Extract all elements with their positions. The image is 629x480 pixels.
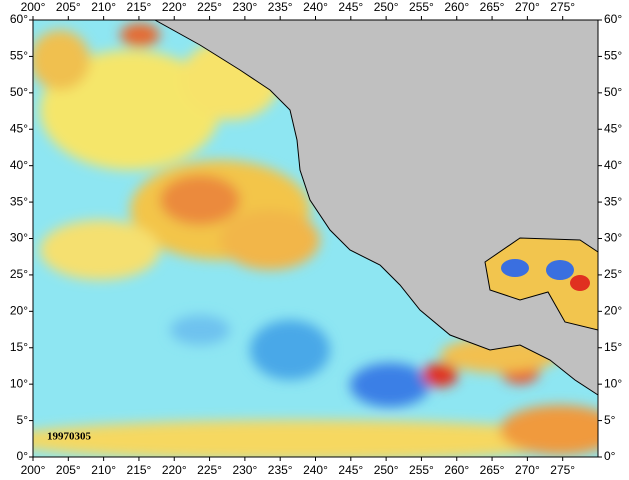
y-tick-label: 35° [10,194,28,208]
x-tick-label: 265° [480,0,505,14]
y-tick-label: 0° [604,449,616,463]
y-tick-label: 5° [604,413,616,427]
x-tick-label: 210° [91,463,116,477]
y-tick-label: 60° [604,12,622,26]
x-tick-label: 205° [56,0,81,14]
y-tick-label: 25° [10,267,28,281]
x-tick-label: 200° [21,0,46,14]
x-tick-label: 230° [232,463,257,477]
y-tick-label: 10° [604,376,622,390]
land [153,19,599,396]
y-tick-label: 15° [10,340,28,354]
x-tick-label: 265° [480,463,505,477]
y-tick-label: 50° [604,85,622,99]
x-tick-label: 260° [444,0,469,14]
x-tick-label: 200° [21,463,46,477]
x-tick-label: 270° [515,0,540,14]
x-tick-label: 215° [127,463,152,477]
y-tick-label: 20° [604,304,622,318]
x-tick-label: 225° [197,463,222,477]
x-tick-label: 275° [550,463,575,477]
gulf-cold-patch [546,260,574,280]
y-tick-label: 40° [10,158,28,172]
x-tick-label: 210° [91,0,116,14]
y-tick-label: 35° [604,194,622,208]
y-tick-label: 0° [17,449,29,463]
x-tick-label: 255° [409,0,434,14]
y-tick-label: 5° [17,413,29,427]
date-label: 19970305 [47,431,92,443]
x-tick-label: 230° [232,0,257,14]
x-tick-label: 240° [303,463,328,477]
x-tick-label: 220° [162,0,187,14]
y-tick-label: 40° [604,158,622,172]
x-tick-label: 220° [162,463,187,477]
y-tick-label: 10° [10,376,28,390]
x-tick-label: 245° [338,0,363,14]
x-tick-label: 240° [303,0,328,14]
y-tick-label: 55° [10,49,28,63]
y-tick-label: 15° [604,340,622,354]
y-tick-label: 25° [604,267,622,281]
x-tick-label: 215° [127,0,152,14]
x-tick-label: 250° [374,463,399,477]
x-tick-label: 235° [268,0,293,14]
x-tick-label: 250° [374,0,399,14]
y-tick-label: 30° [10,231,28,245]
x-tick-label: 235° [268,463,293,477]
y-tick-label: 45° [10,121,28,135]
x-tick-label: 245° [338,463,363,477]
x-tick-label: 255° [409,463,434,477]
x-tick-label: 225° [197,0,222,14]
gulf-cold-patch [501,259,529,277]
y-tick-label: 30° [604,231,622,245]
x-tick-label: 205° [56,463,81,477]
y-tick-label: 45° [604,121,622,135]
y-tick-label: 60° [10,12,28,26]
y-tick-label: 50° [10,85,28,99]
y-tick-label: 20° [10,304,28,318]
x-tick-label: 260° [444,463,469,477]
y-tick-label: 55° [604,49,622,63]
gulf-warm-patch [570,275,590,291]
x-tick-label: 275° [550,0,575,14]
x-tick-label: 270° [515,463,540,477]
